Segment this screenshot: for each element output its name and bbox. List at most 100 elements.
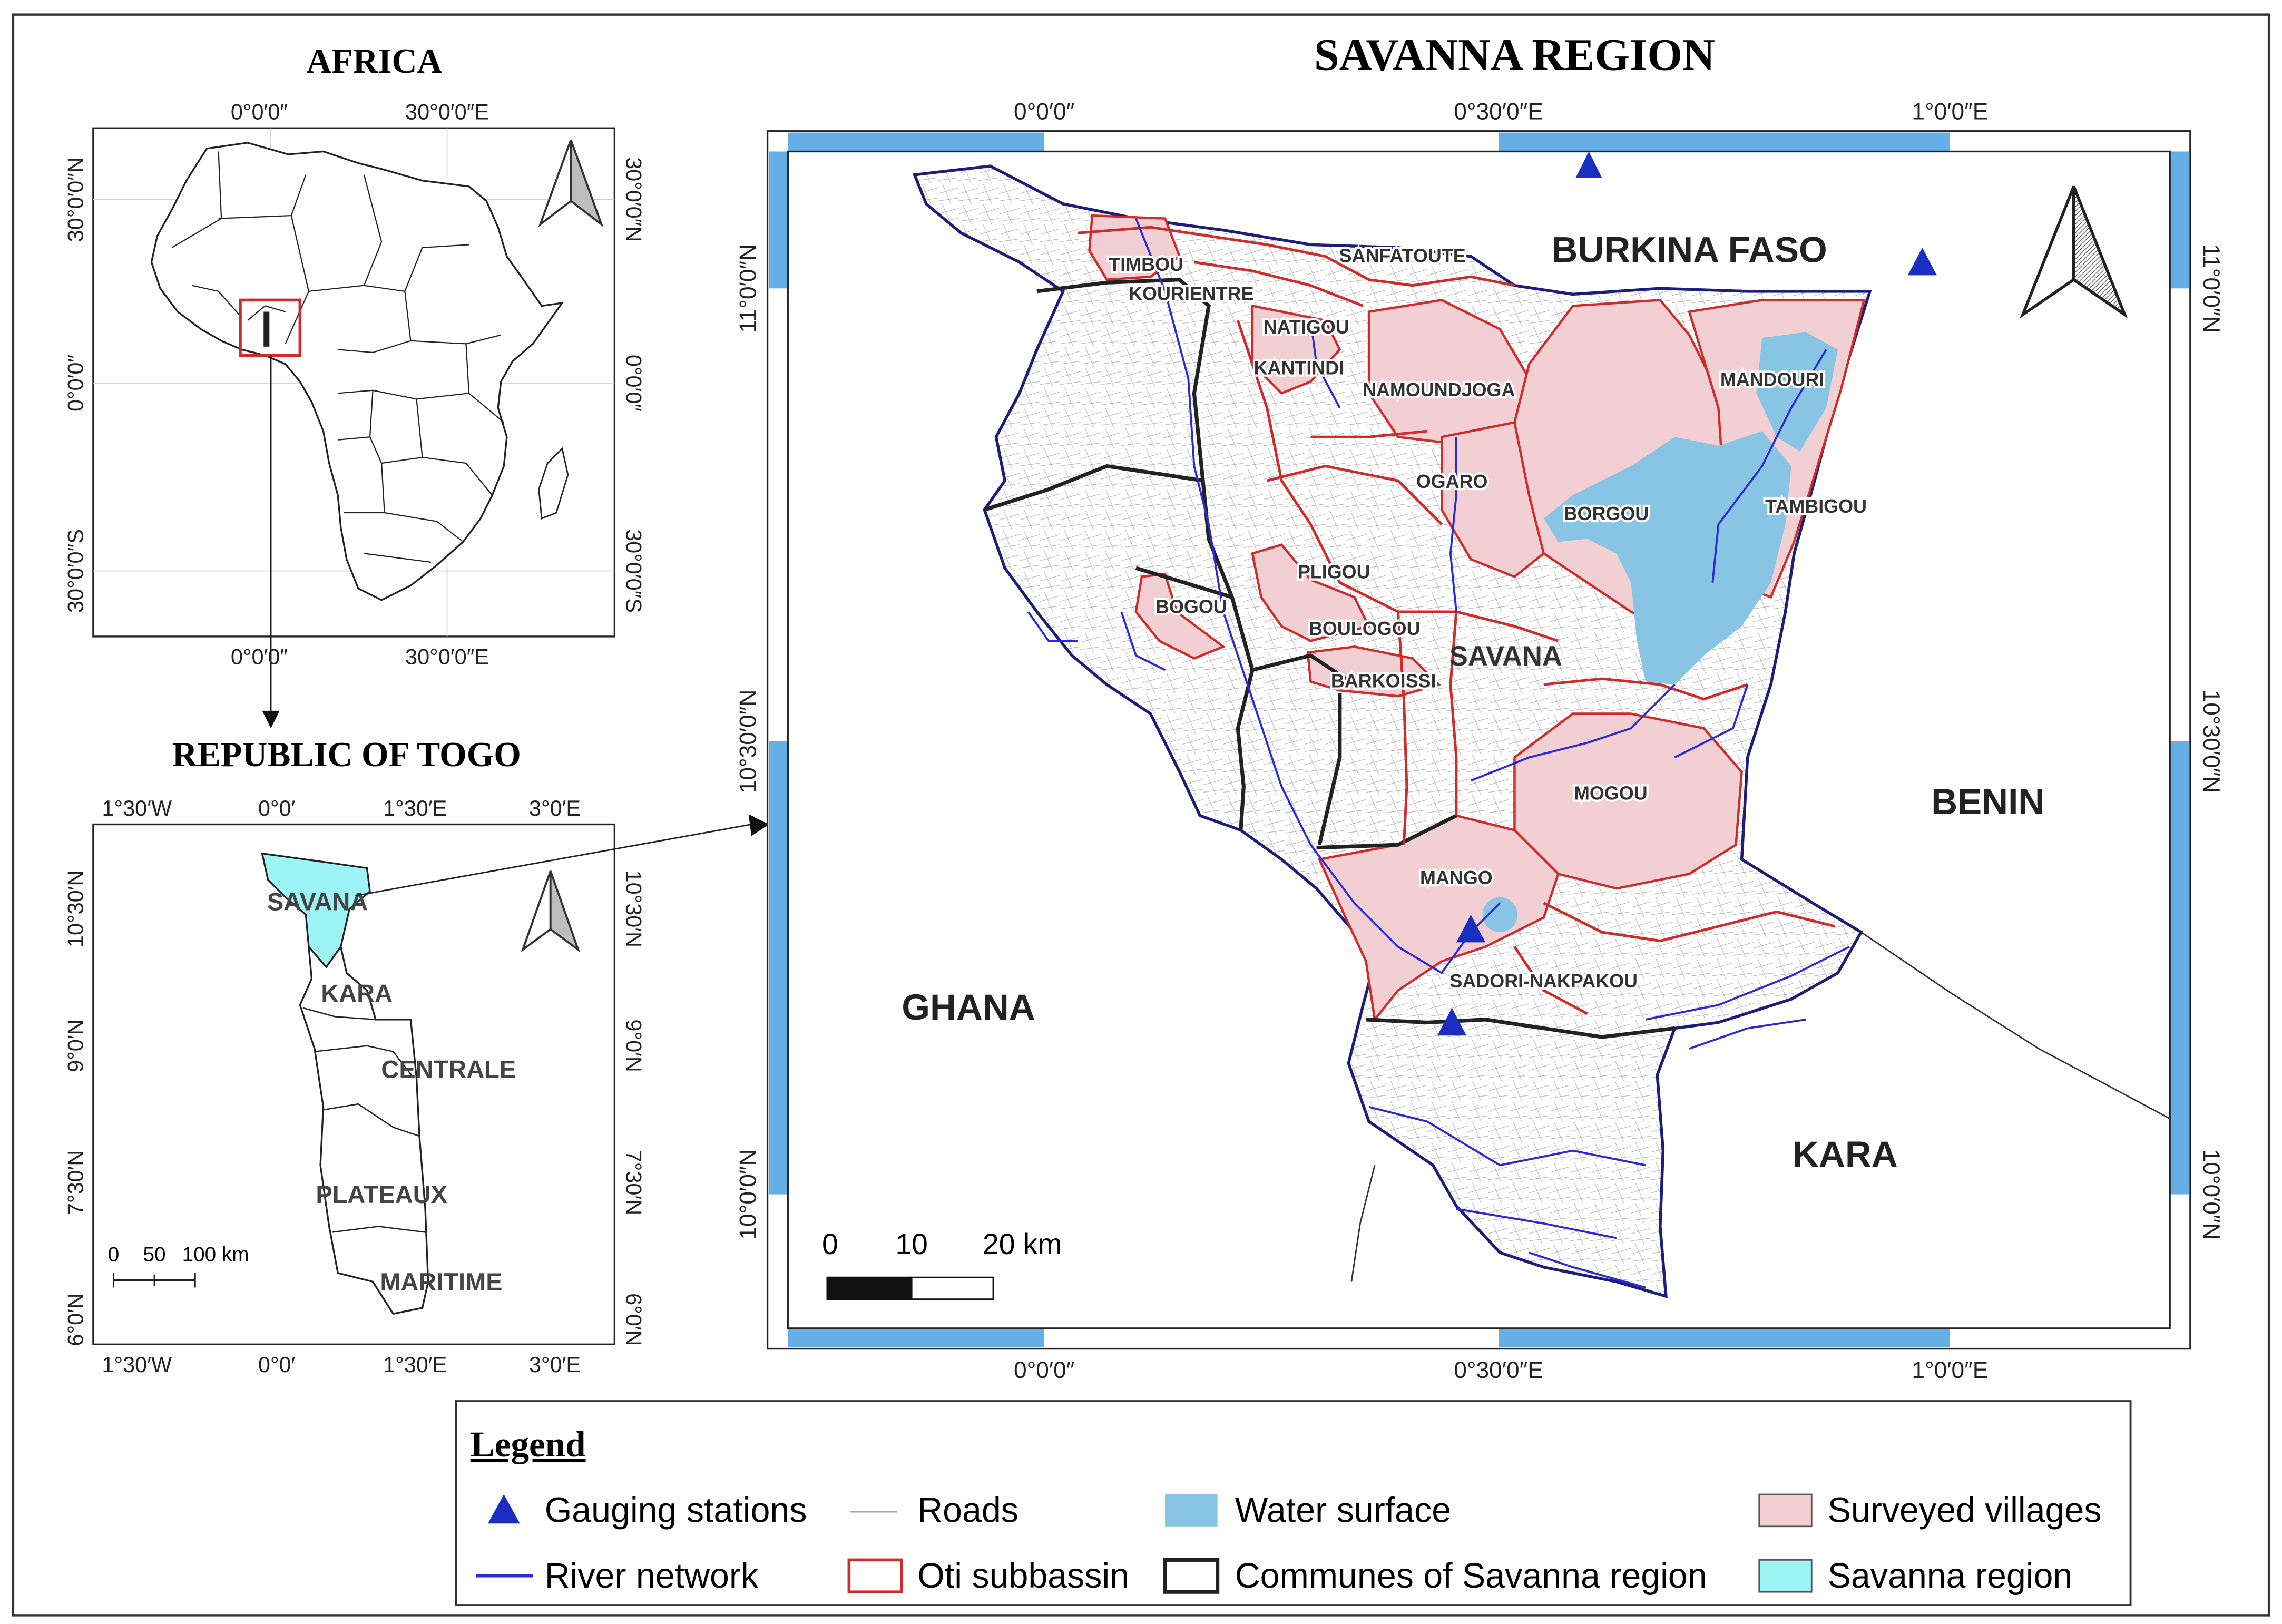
village-swatch [1758,1493,1813,1528]
savanna-bottom-tick: 0°0′0″ [1014,1357,1074,1383]
international-border [1860,931,2170,1120]
village-label: KOURIENTRE [1129,282,1253,304]
togo-country [299,944,429,1315]
togo-scale-label: 50 [143,1244,165,1266]
savanna-right-tick: 10°0′0″N [2198,1149,2224,1240]
togo-panel: REPUBLIC OF TOGO 0 50 100 km SA [63,736,647,1377]
village-label: KANTINDI [1254,357,1345,378]
village-label: SADORI-NAKPAKOU [1449,970,1638,992]
village-label: PLIGOU [1298,561,1370,582]
africa-left-tick: 0°0′0″ [63,355,88,412]
village-label: NATIGOU [1264,316,1349,338]
togo-bottom-tick: 0°0′ [258,1352,295,1377]
legend-item: Gauging stations [545,1491,807,1530]
africa-left-tick: 30°0′0″N [63,157,88,242]
madagascar [538,447,569,520]
africa-top-tick: 0°0′0″ [231,100,288,124]
legend-item: Surveyed villages [1828,1491,2102,1530]
savanna-scale-label: 10 [895,1228,927,1260]
togo-right-tick: 9°0′N [621,1019,646,1072]
savanna-scale-bar: 0 10 20 km [822,1228,1062,1300]
savanna-top-tick: 1°0′0″E [1912,99,1988,125]
togo-right-tick: 6°0′N [621,1293,646,1346]
togo-right-tick: 7°30′N [621,1150,646,1215]
savanna-panel: SAVANNA REGION [735,30,2224,1383]
togo-bottom-tick: 1°30′E [383,1352,447,1377]
gauging-station-icon [1456,914,1486,943]
togo-right-tick: 10°30′N [621,870,646,948]
savanna-top-tick: 0°30′0″E [1454,99,1543,125]
savanna-title: SAVANNA REGION [1314,30,1715,80]
gauging-station-icon [1907,247,1937,276]
africa-right-tick: 0°0′0″ [621,355,646,412]
water-surface [1482,332,1838,933]
togo-region-label: CENTRALE [381,1055,516,1083]
oti-swatch [847,1558,903,1593]
river-network [1027,218,1850,1289]
country-label: KARA [1793,1133,1898,1175]
togo-left-tick: 6°0′N [63,1293,88,1346]
north-arrow-icon [538,139,604,228]
village-label: BOULOGOU [1309,618,1421,639]
country-label: GHANA [902,986,1035,1028]
village-label: NAMOUNDJOGA [1363,379,1515,400]
country-label: BENIN [1931,781,2044,822]
savanna-left-tick: 10°30′0″N [735,690,761,794]
africa-top-tick: 30°0′0″E [405,100,489,124]
togo-scale-label: 100 km [182,1244,249,1266]
togo-bottom-tick: 1°30′W [102,1352,172,1377]
africa-panel: AFRICA [63,42,647,669]
savanna-left-tick: 11°0′0″N [735,244,761,333]
togo-top-tick: 1°30′E [383,796,447,820]
savanna-right-tick: 10°30′0″N [2198,690,2224,794]
africa-left-tick: 30°0′0″S [63,529,88,613]
gauging-station-icon [1575,151,1602,178]
savanna-bottom-tick: 1°0′0″E [1912,1357,1988,1383]
village-label: OGARO [1416,471,1488,492]
village-label: BARKOISSI [1331,670,1436,692]
village-label: MANGO [1420,867,1493,888]
savanna-scale-label: 0 [822,1228,838,1260]
legend-item: Savanna region [1828,1557,2073,1596]
togo-top-tick: 0°0′ [258,796,295,820]
legend: Legend Gauging stations Roads Water surf… [455,1400,2132,1607]
gauging-station-icon [487,1494,520,1524]
connector-arrowhead [262,710,280,729]
togo-to-savanna-connector [355,824,752,897]
legend-item: Water surface [1235,1491,1451,1530]
togo-left-tick: 9°0′N [63,1019,88,1072]
country-label: BURKINA FASO [1551,229,1827,270]
africa-bottom-tick: 0°0′0″ [231,644,288,669]
togo-top-tick: 1°30′W [102,796,172,820]
togo-scale-bar: 0 50 100 km [108,1244,249,1288]
legend-item: Oti subbassin [917,1557,1129,1596]
north-arrow-icon [2020,185,2128,319]
village-label: TAMBIGOU [1765,495,1867,517]
togo-top-tick: 3°0′E [529,796,581,820]
savanna-bottom-tick: 0°30′0″E [1454,1357,1543,1383]
connector-arrowhead [748,814,769,836]
international-border [1350,1165,1376,1282]
village-label: SANFATOUTE [1339,245,1466,267]
africa-right-tick: 30°0′0″S [621,529,646,613]
savanna-scale-label: 20 km [983,1228,1062,1260]
gauging-stations [1437,151,1937,1036]
togo-region-label: KARA [321,980,393,1007]
legend-item: Roads [917,1491,1018,1530]
togo-left-tick: 10°30′N [63,870,88,948]
commune-swatch [1163,1558,1220,1594]
africa-bottom-tick: 30°0′0″E [405,644,489,669]
savanna-swatch [1758,1559,1813,1593]
togo-title: REPUBLIC OF TOGO [172,736,521,774]
savanna-left-tick: 10°0′0″N [735,1149,761,1240]
gauging-station-icon [1437,1007,1467,1036]
legend-item: Communes of Savanna region [1235,1557,1707,1596]
oti-subbasin-lines [1078,226,1836,1015]
togo-shape-small [263,311,270,347]
africa-continent [150,142,564,601]
village-label: MANDOURI [1720,368,1825,390]
togo-bottom-tick: 3°0′E [529,1352,581,1377]
village-label: BORGOU [1564,503,1649,524]
legend-item: River network [545,1557,759,1596]
